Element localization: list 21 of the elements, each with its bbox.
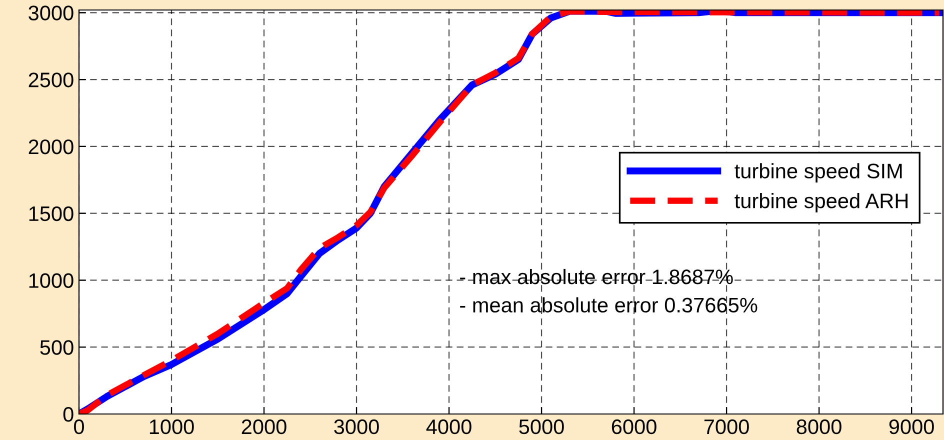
x-tick-label: 9000	[889, 419, 934, 434]
y-tick-label: 0	[63, 407, 74, 422]
x-tick-label: 3000	[334, 419, 379, 434]
y-tick-label: 1000	[29, 273, 74, 288]
x-tick-label: 4000	[426, 419, 472, 434]
annotation: - max absolute error 1.8687%	[460, 268, 733, 284]
x-tick-label: 7000	[704, 419, 749, 434]
legend-label: turbine speed SIM	[734, 163, 902, 183]
y-tick-label: 500	[40, 340, 74, 355]
y-tick-label: 3000	[28, 6, 74, 20]
y-tick-label: 2000	[28, 139, 74, 154]
annotation: - mean absolute error 0.37665%	[460, 297, 758, 313]
legend-label: turbine speed ARH	[734, 192, 908, 212]
y-tick-label: 2500	[28, 72, 74, 88]
x-tick-label: 6000	[612, 419, 656, 434]
x-tick-label: 1000	[150, 419, 194, 434]
x-tick-label: 2000	[242, 419, 286, 434]
x-tick-label: 8000	[796, 419, 842, 434]
y-tick-label: 1500	[29, 206, 74, 222]
x-tick-label: 5000	[519, 419, 564, 434]
x-tick-label: 0	[74, 419, 84, 434]
